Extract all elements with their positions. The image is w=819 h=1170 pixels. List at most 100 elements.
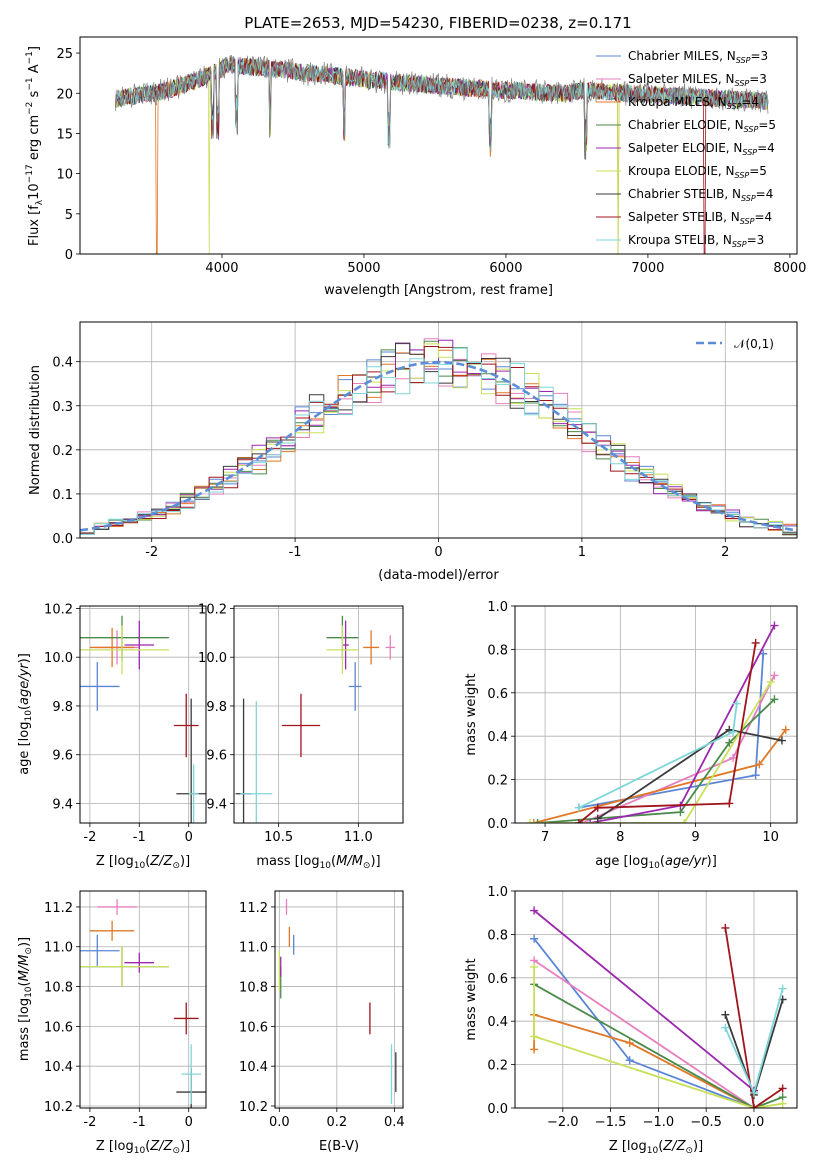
- x-tick-label: 5000: [347, 261, 380, 276]
- axes-frame: [274, 890, 404, 1109]
- x-axis-label: mass [log10(M/M⊙)]: [256, 854, 380, 871]
- x-tick-label: -1: [289, 545, 302, 560]
- point-marker: [770, 621, 779, 630]
- x-tick-label: -1: [133, 830, 146, 845]
- y-axis-label: mass weight: [464, 673, 479, 755]
- mass-weight-line: [533, 967, 783, 1108]
- y-tick-label: 0.0: [487, 817, 508, 832]
- mass-weight-line: [582, 674, 776, 823]
- axes-frame: [79, 890, 207, 1109]
- x-axis-label: Z [log10(Z/Z⊙)]: [96, 1139, 190, 1156]
- point-marker: [777, 736, 786, 745]
- y-tick-label: 0.4: [487, 730, 508, 745]
- y-tick-label: 5: [65, 208, 73, 223]
- legend-label: 𝒩(0,1): [734, 337, 774, 351]
- legend: Chabrier MILES, NSSP=3 Salpeter MILES, NS…: [596, 49, 776, 249]
- y-tick-label: 1.0: [487, 600, 508, 615]
- point-marker: [778, 1099, 787, 1108]
- x-tick-label: 0.4: [384, 1115, 405, 1130]
- point-marker: [755, 760, 764, 769]
- y-tick-label: 10.4: [44, 1060, 73, 1075]
- point-marker: [725, 799, 734, 808]
- x-tick-label: 11.0: [344, 830, 373, 845]
- y-tick-label: 10.6: [44, 1020, 73, 1035]
- axes-frame: [79, 321, 798, 539]
- point-marker: [721, 923, 730, 932]
- mass-weight-line: [578, 642, 757, 823]
- mass-weight-line: [533, 983, 784, 1108]
- point-marker: [725, 738, 734, 747]
- plot-area: [80, 338, 797, 536]
- y-tick-label: 10.2: [44, 602, 73, 617]
- x-tick-label: 0.2: [326, 1115, 347, 1130]
- y-tick-label: 9.8: [206, 700, 227, 715]
- x-tick-label: 0: [434, 545, 442, 560]
- y-tick-label: 11.2: [44, 901, 73, 916]
- legend-label: Kroupa ELODIE, NSSP=5: [628, 164, 767, 180]
- y-tick-label: 15: [56, 127, 73, 142]
- panel-residuals: -2 -1 0 1 2 0.0 0.1 0.2 0.3 0.4 (data-model)/error…: [28, 321, 798, 583]
- point-marker: [770, 671, 779, 680]
- axes-frame: [514, 890, 798, 1109]
- y-tick-label: 10.2: [44, 1100, 73, 1115]
- x-tick-label: −1.0: [643, 1115, 675, 1130]
- plot-area: [235, 615, 396, 823]
- x-tick-label: 7000: [631, 261, 664, 276]
- y-tick-label: 0.2: [487, 1059, 508, 1074]
- x-axis-label: age [log10(age/yr)]: [595, 854, 717, 871]
- axes-overlay: -2 -1 0 10.2 10.4 10.6 10.8 11.0 11.2 Z [log10(Z/…: [17, 890, 207, 1156]
- axes-overlay: −2.0 −1.5 −1.0 −0.5 0.0 0.0 0.2 0.4 0.6 0.8 1.0 Z […: [464, 885, 798, 1156]
- point-marker: [751, 638, 760, 647]
- point-marker: [529, 819, 538, 823]
- point-marker: [530, 906, 539, 915]
- x-tick-label: 9: [691, 830, 699, 845]
- axes-frame: [233, 605, 404, 824]
- legend-label: Salpeter STELIB, NSSP=4: [628, 210, 772, 226]
- point-marker: [749, 1104, 758, 1108]
- y-tick-label: 11.0: [239, 941, 268, 956]
- x-axis-label: E(B-V): [319, 1139, 359, 1154]
- legend: 𝒩(0,1): [696, 337, 774, 351]
- x-tick-label: 8000: [773, 261, 806, 276]
- y-tick-label: 10.0: [198, 651, 227, 666]
- x-tick-label: 0: [185, 830, 193, 845]
- point-marker: [526, 819, 535, 823]
- y-tick-label: 10.2: [239, 1100, 268, 1115]
- point-marker: [778, 1084, 787, 1093]
- panel-mass_weight_vs_age: 7 8 9 10 0.0 0.2 0.4 0.6 0.8 1.0 age [log10(age/yr…: [464, 600, 798, 871]
- x-tick-label: -2: [145, 545, 158, 560]
- mass-weight-line: [724, 927, 784, 1108]
- y-tick-label: 9.8: [52, 700, 73, 715]
- mass-weight-line: [533, 909, 755, 1092]
- axes-frame: [514, 605, 798, 824]
- panel-mass_vs_ebv: 0.0 0.2 0.4 10.2 10.4 10.6 10.8 11.0 11.2 E(B-V): [239, 890, 405, 1154]
- x-tick-label: 7: [541, 830, 549, 845]
- mass-weight-line: [533, 1013, 755, 1108]
- legend-label: Chabrier STELIB, NSSP=4: [628, 187, 773, 203]
- axes-overlay: 10.5 11.0 9.4 9.6 9.8 10.0 10.2 mass [log10(M/M…: [198, 602, 404, 871]
- x-tick-label: −1.5: [595, 1115, 627, 1130]
- axes-overlay: 7 8 9 10 0.0 0.2 0.4 0.6 0.8 1.0 age [log10(age/yr…: [464, 600, 798, 871]
- axes-overlay: 4000 5000 6000 7000 8000 0 5 10 15 20 25 wavelength…: [25, 36, 806, 298]
- x-tick-label: 6000: [489, 261, 522, 276]
- plot-area: [526, 621, 790, 823]
- figure-title: PLATE=2653, MJD=54230, FIBERID=0238, z=0…: [244, 14, 631, 32]
- data-spectrum-line: [115, 54, 769, 161]
- y-tick-label: 25: [56, 47, 73, 62]
- y-tick-label: 9.4: [206, 797, 227, 812]
- panel-age_vs_mass: 10.5 11.0 9.4 9.6 9.8 10.0 10.2 mass [log10(M/M…: [198, 602, 404, 871]
- y-tick-label: 0.8: [487, 928, 508, 943]
- point-marker: [586, 819, 595, 823]
- y-tick-label: 9.6: [206, 749, 227, 764]
- point-marker: [766, 677, 775, 686]
- y-tick-label: 0.1: [52, 488, 73, 503]
- point-marker: [625, 1056, 634, 1065]
- axes-overlay: -2 -1 0 9.4 9.6 9.8 10.0 10.2 Z [log10(Z/Z⊙)] age…: [17, 602, 207, 871]
- x-tick-label: −0.5: [690, 1115, 722, 1130]
- y-tick-label: 20: [56, 87, 73, 102]
- point-marker: [749, 1088, 758, 1097]
- plot-area: [278, 898, 397, 1105]
- point-marker: [751, 771, 760, 780]
- y-tick-label: 0.4: [52, 356, 73, 371]
- x-axis-label: Z [log10(Z/Z⊙)]: [96, 854, 190, 871]
